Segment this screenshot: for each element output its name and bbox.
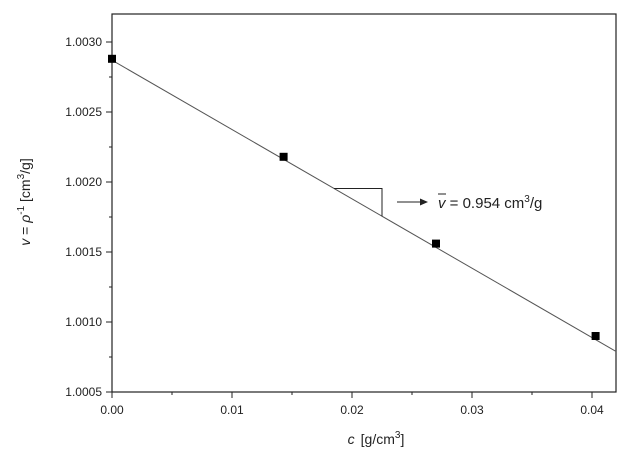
plot-area: [111, 13, 617, 393]
data-point: [591, 332, 600, 340]
y-tick-label: 1.0030: [65, 35, 102, 49]
x-axis-label-unit: [g/cm: [361, 431, 395, 447]
slope-annotation-symbol: v: [438, 195, 447, 212]
slope-annotation-unit: /g: [530, 195, 543, 212]
slope-triangle: [334, 187, 383, 217]
x-tick-label: 0.00: [100, 403, 124, 417]
y-tick-label: 1.0015: [65, 245, 102, 259]
y-axis-label-unit-close: /g]: [17, 158, 33, 174]
y-tick-label: 1.0005: [65, 385, 102, 399]
fit-line-group: [111, 59, 617, 352]
data-point: [108, 54, 116, 63]
data-point: [279, 152, 288, 161]
y-axis-label-unit-sup: 3: [16, 173, 27, 179]
y-axis-label-rho-sup: -1: [16, 205, 27, 214]
x-axis-label-unit-close: ]: [400, 431, 404, 447]
slope-annotation-sup: 3: [524, 194, 530, 205]
x-tick-label: 0.04: [580, 403, 604, 417]
x-axis: 0.00 0.01 0.02 0.03 0.04: [100, 392, 604, 417]
fit-line: [111, 59, 617, 352]
y-axis-label: v = ρ-1 [cm3/g]: [16, 158, 33, 246]
data-point: [432, 239, 440, 248]
data-points: [108, 54, 600, 340]
y-tick-label: 1.0020: [65, 175, 102, 189]
x-axis-label: c [g/cm3]: [348, 430, 405, 447]
y-axis-label-rho: ρ: [17, 215, 33, 224]
y-axis-label-eq: =: [17, 223, 33, 239]
y-tick-label: 1.0025: [65, 105, 102, 119]
x-axis-label-unit-sup: 3: [395, 430, 401, 441]
y-axis-label-unit: [cm: [17, 179, 33, 205]
plot-frame: [111, 13, 617, 393]
y-tick-label: 1.0010: [65, 315, 102, 329]
slope-annotation-value: = 0.954 cm: [446, 195, 525, 212]
slope-annotation-group: [334, 187, 428, 217]
annotation-arrow-head: [420, 198, 428, 206]
x-axis-label-symbol: c: [348, 431, 355, 447]
y-axis-label-symbol: v: [17, 238, 33, 246]
x-tick-label: 0.01: [220, 403, 244, 417]
x-tick-label: 0.02: [340, 403, 364, 417]
x-tick-label: 0.03: [460, 403, 484, 417]
slope-annotation-text: v = 0.954 cm3/g: [438, 194, 542, 212]
y-axis: 1.0005 1.0010 1.0015 1.0020 1.0025 1.0030: [65, 35, 112, 399]
